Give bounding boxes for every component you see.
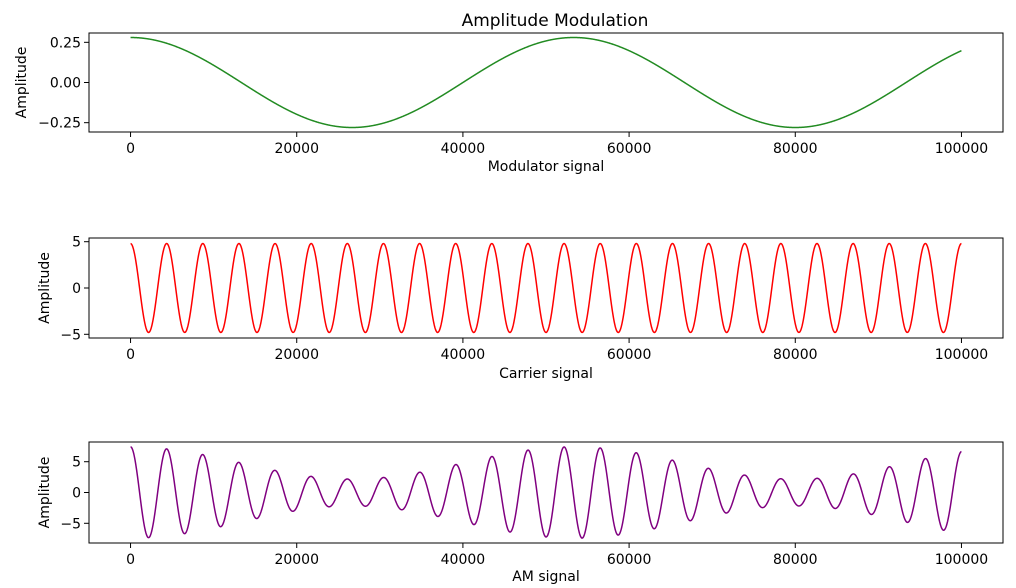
y-tick-label: 0 (72, 281, 81, 297)
carrier-y-axis-label: Amplitude (37, 252, 53, 324)
x-tick-label: 0 (126, 141, 135, 157)
am-subplot: 0 20000 40000 60000 80000 100000 −5 0 5 AM signal… (37, 441, 1004, 585)
y-tick-label: 5 (72, 455, 81, 471)
x-tick-label: 20000 (274, 347, 319, 363)
x-tick-label: 40000 (441, 347, 486, 363)
carrier-subplot: 0 20000 40000 60000 80000 100000 −5 0 5 Carrier s… (37, 235, 1004, 382)
x-tick-label: 60000 (607, 347, 652, 363)
modulator-y-axis-label: Amplitude (14, 47, 30, 119)
y-tick-label: 0.00 (50, 76, 81, 92)
x-tick-label: 60000 (607, 552, 652, 568)
y-tick-label: −5 (60, 516, 81, 532)
figure-title: Amplitude Modulation (462, 11, 649, 31)
modulator-axes-frame (88, 32, 1004, 133)
x-tick-label: 100000 (935, 552, 988, 568)
x-tick-label: 40000 (441, 552, 486, 568)
x-tick-label: 100000 (935, 141, 988, 157)
x-tick-label: 40000 (441, 141, 486, 157)
y-tick-label: 0.25 (50, 35, 81, 51)
x-tick-label: 80000 (773, 141, 818, 157)
x-tick-label: 80000 (773, 347, 818, 363)
modulator-subplot: 0 20000 40000 60000 80000 100000 −0.25 0.00 0.25… (14, 32, 1004, 175)
x-tick-label: 60000 (607, 141, 652, 157)
am-y-axis-label: Amplitude (37, 457, 53, 529)
am-signal-line (130, 446, 962, 539)
y-tick-label: 0 (72, 486, 81, 502)
modulator-signal-line (130, 36, 962, 129)
x-tick-label: 80000 (773, 552, 818, 568)
x-tick-label: 100000 (935, 347, 988, 363)
carrier-axes-frame (88, 237, 1004, 339)
am-x-axis-label: AM signal (512, 569, 580, 585)
y-tick-label: −0.25 (38, 116, 81, 132)
carrier-signal-line (130, 242, 962, 334)
x-tick-label: 20000 (274, 552, 319, 568)
x-tick-label: 20000 (274, 141, 319, 157)
am-axes-frame (88, 441, 1004, 544)
x-tick-label: 0 (126, 552, 135, 568)
carrier-x-axis-label: Carrier signal (499, 366, 593, 382)
x-tick-label: 0 (126, 347, 135, 363)
y-tick-label: −5 (60, 327, 81, 343)
modulator-x-axis-label: Modulator signal (488, 159, 605, 175)
y-tick-label: 5 (72, 235, 81, 251)
